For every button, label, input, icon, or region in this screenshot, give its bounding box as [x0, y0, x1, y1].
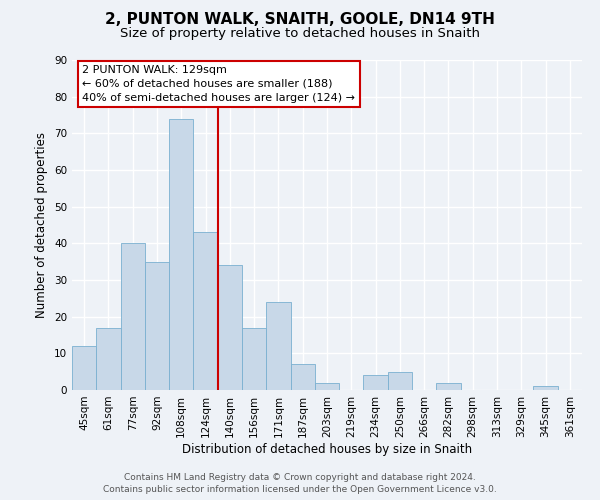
Bar: [145, 262, 169, 390]
Bar: [72, 346, 96, 390]
Text: 2, PUNTON WALK, SNAITH, GOOLE, DN14 9TH: 2, PUNTON WALK, SNAITH, GOOLE, DN14 9TH: [105, 12, 495, 28]
Bar: [388, 372, 412, 390]
Bar: [169, 118, 193, 390]
Text: Contains HM Land Registry data © Crown copyright and database right 2024.
Contai: Contains HM Land Registry data © Crown c…: [103, 473, 497, 494]
Bar: [364, 376, 388, 390]
Bar: [242, 328, 266, 390]
Bar: [436, 382, 461, 390]
Bar: [266, 302, 290, 390]
Bar: [218, 266, 242, 390]
Text: Size of property relative to detached houses in Snaith: Size of property relative to detached ho…: [120, 28, 480, 40]
Bar: [290, 364, 315, 390]
Bar: [121, 244, 145, 390]
Text: 2 PUNTON WALK: 129sqm
← 60% of detached houses are smaller (188)
40% of semi-det: 2 PUNTON WALK: 129sqm ← 60% of detached …: [82, 65, 355, 103]
X-axis label: Distribution of detached houses by size in Snaith: Distribution of detached houses by size …: [182, 442, 472, 456]
Bar: [96, 328, 121, 390]
Bar: [193, 232, 218, 390]
Y-axis label: Number of detached properties: Number of detached properties: [35, 132, 49, 318]
Bar: [315, 382, 339, 390]
Bar: [533, 386, 558, 390]
